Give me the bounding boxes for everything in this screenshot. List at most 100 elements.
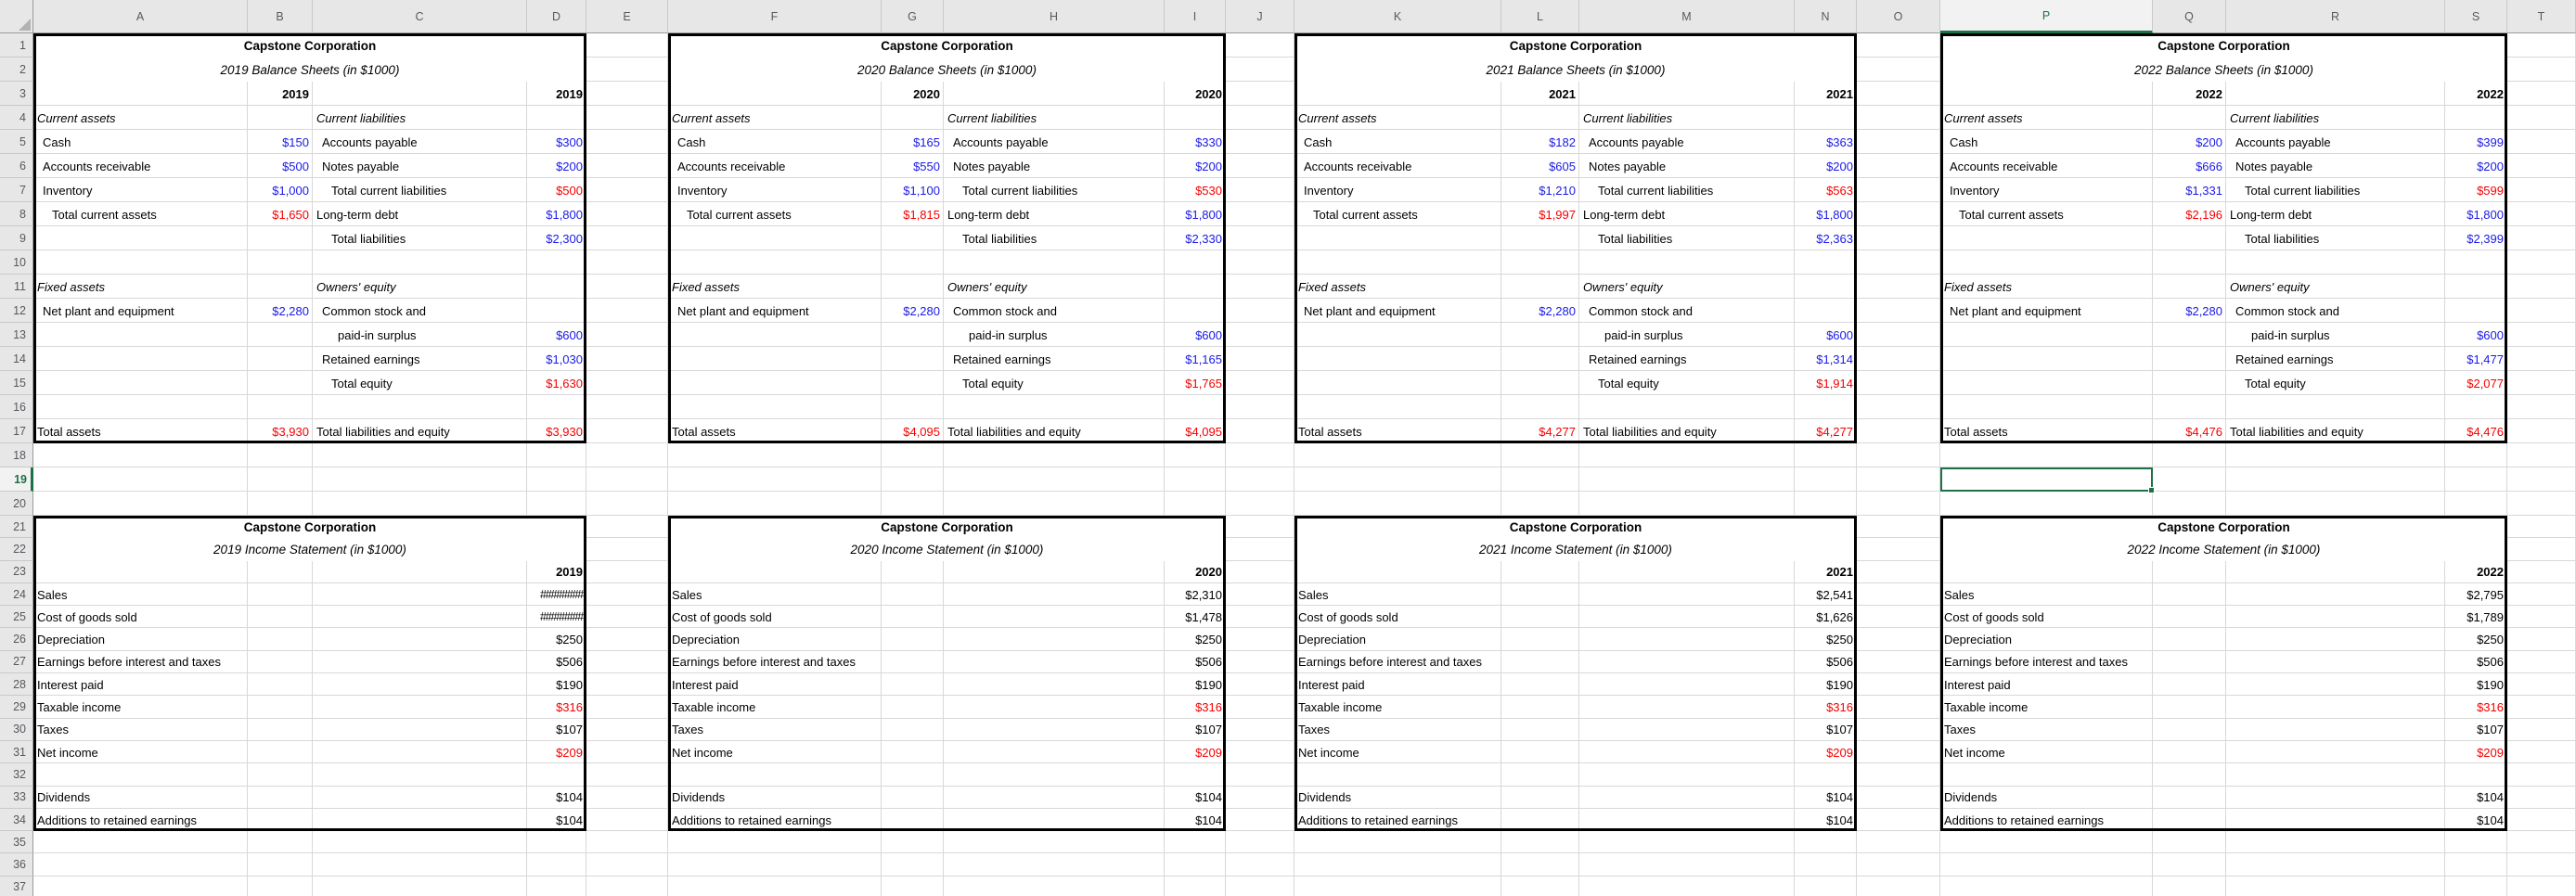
grid-cell-H7[interactable] [944, 178, 1165, 202]
grid-cell-D12[interactable] [527, 299, 586, 323]
grid-cell-J28[interactable] [1226, 673, 1294, 697]
grid-cell-B10[interactable] [248, 250, 313, 275]
cell-A33[interactable]: Dividends [37, 790, 91, 805]
grid-cell-K15[interactable] [1294, 371, 1501, 395]
cell-I17[interactable]: $4,095 [1185, 424, 1222, 439]
grid-cell-K3[interactable] [1294, 82, 1501, 106]
cell-M5[interactable]: Accounts payable [1589, 134, 1684, 149]
grid-cell-H13[interactable] [944, 323, 1165, 347]
column-header-J[interactable]: J [1226, 0, 1294, 33]
grid-cell-P7[interactable] [1940, 178, 2153, 202]
cell-I29[interactable]: $316 [1195, 700, 1222, 715]
cell-P12[interactable]: Net plant and equipment [1950, 303, 2081, 318]
cell-G17[interactable]: $4,095 [903, 424, 940, 439]
grid-cell-M3[interactable] [1579, 82, 1795, 106]
cell-K2[interactable]: 2021 Balance Sheets (in $1000) [1294, 58, 1857, 82]
row-header-35[interactable]: 35 [0, 831, 33, 854]
cell-F17[interactable]: Total assets [672, 424, 736, 439]
cell-F7[interactable]: Inventory [677, 183, 728, 198]
row-header-8[interactable]: 8 [0, 202, 33, 226]
cell-F29[interactable]: Taxable income [672, 700, 756, 715]
grid-cell-E26[interactable] [586, 628, 668, 651]
cell-K26[interactable]: Depreciation [1298, 633, 1366, 647]
grid-cell-Q12[interactable] [2153, 299, 2226, 323]
cell-P4[interactable]: Current assets [1944, 110, 2023, 125]
grid-cell-J19[interactable] [1226, 467, 1294, 492]
grid-cell-Q20[interactable] [2153, 492, 2226, 516]
cell-G3[interactable]: 2020 [913, 86, 940, 101]
grid-cell-J4[interactable] [1226, 106, 1294, 130]
cell-A28[interactable]: Interest paid [37, 677, 104, 692]
grid-cell-G11[interactable] [882, 275, 944, 299]
grid-cell-K36[interactable] [1294, 853, 1501, 877]
grid-cell-Q11[interactable] [2153, 275, 2226, 299]
cell-S30[interactable]: $107 [2477, 723, 2504, 737]
cell-M17[interactable]: Total liabilities and equity [1583, 424, 1717, 439]
grid-cell-R25[interactable] [2226, 606, 2445, 629]
grid-cell-Q16[interactable] [2153, 395, 2226, 419]
grid-cell-E32[interactable] [586, 763, 668, 787]
grid-cell-M4[interactable] [1579, 106, 1795, 130]
cell-C15[interactable]: Total equity [331, 376, 393, 390]
grid-cell-F36[interactable] [668, 853, 882, 877]
cell-D27[interactable]: $506 [556, 655, 583, 670]
grid-cell-G30[interactable] [882, 718, 944, 741]
grid-cell-I36[interactable] [1165, 853, 1226, 877]
cell-N8[interactable]: $1,800 [1816, 207, 1853, 222]
cell-C12[interactable]: Common stock and [322, 303, 426, 318]
grid-cell-M15[interactable] [1579, 371, 1795, 395]
grid-cell-O5[interactable] [1857, 130, 1940, 154]
grid-cell-E14[interactable] [586, 347, 668, 371]
grid-cell-R10[interactable] [2226, 250, 2445, 275]
grid-cell-P24[interactable] [1940, 582, 2153, 607]
cell-I6[interactable]: $200 [1195, 159, 1222, 173]
cell-S33[interactable]: $104 [2477, 790, 2504, 805]
cell-N3[interactable]: 2021 [1826, 86, 1853, 101]
grid-cell-E18[interactable] [586, 443, 668, 467]
cell-I13[interactable]: $600 [1195, 327, 1222, 342]
cell-N5[interactable]: $363 [1826, 134, 1853, 149]
grid-cell-I20[interactable] [1165, 492, 1226, 516]
grid-cell-M27[interactable] [1579, 650, 1795, 674]
cell-L7[interactable]: $1,210 [1539, 183, 1576, 198]
grid-cell-M35[interactable] [1579, 831, 1795, 854]
grid-cell-L5[interactable] [1501, 130, 1579, 154]
grid-cell-O25[interactable] [1857, 606, 1940, 629]
grid-cell-A5[interactable] [33, 130, 248, 154]
grid-cell-J5[interactable] [1226, 130, 1294, 154]
grid-cell-B36[interactable] [248, 853, 313, 877]
grid-cell-L33[interactable] [1501, 786, 1579, 809]
cell-F12[interactable]: Net plant and equipment [677, 303, 809, 318]
cell-D8[interactable]: $1,800 [546, 207, 583, 222]
grid-cell-B20[interactable] [248, 492, 313, 516]
grid-cell-A36[interactable] [33, 853, 248, 877]
cell-R13[interactable]: paid-in surplus [2251, 327, 2330, 342]
grid-cell-K32[interactable] [1294, 763, 1501, 787]
cell-P28[interactable]: Interest paid [1944, 677, 2011, 692]
grid-cell-P10[interactable] [1940, 250, 2153, 275]
cell-M15[interactable]: Total equity [1598, 376, 1659, 390]
cell-M8[interactable]: Long-term debt [1583, 207, 1666, 222]
cell-I27[interactable]: $506 [1195, 655, 1222, 670]
grid-cell-Q31[interactable] [2153, 740, 2226, 764]
grid-cell-A19[interactable] [33, 467, 248, 492]
row-header-12[interactable]: 12 [0, 299, 33, 323]
grid-cell-C35[interactable] [313, 831, 527, 854]
grid-cell-E7[interactable] [586, 178, 668, 202]
grid-cell-L9[interactable] [1501, 226, 1579, 250]
grid-cell-O10[interactable] [1857, 250, 1940, 275]
grid-cell-T21[interactable] [2507, 516, 2576, 539]
grid-cell-Q29[interactable] [2153, 696, 2226, 719]
grid-cell-M37[interactable] [1579, 876, 1795, 896]
cell-B7[interactable]: $1,000 [272, 183, 309, 198]
grid-cell-G37[interactable] [882, 876, 944, 896]
grid-cell-L20[interactable] [1501, 492, 1579, 516]
cell-S5[interactable]: $399 [2477, 134, 2504, 149]
cell-L6[interactable]: $605 [1549, 159, 1576, 173]
cell-M4[interactable]: Current liabilities [1583, 110, 1673, 125]
grid-cell-B33[interactable] [248, 786, 313, 809]
grid-cell-G29[interactable] [882, 696, 944, 719]
cell-F11[interactable]: Fixed assets [672, 279, 740, 294]
cell-N23[interactable]: 2021 [1826, 565, 1853, 580]
grid-cell-P4[interactable] [1940, 106, 2153, 130]
